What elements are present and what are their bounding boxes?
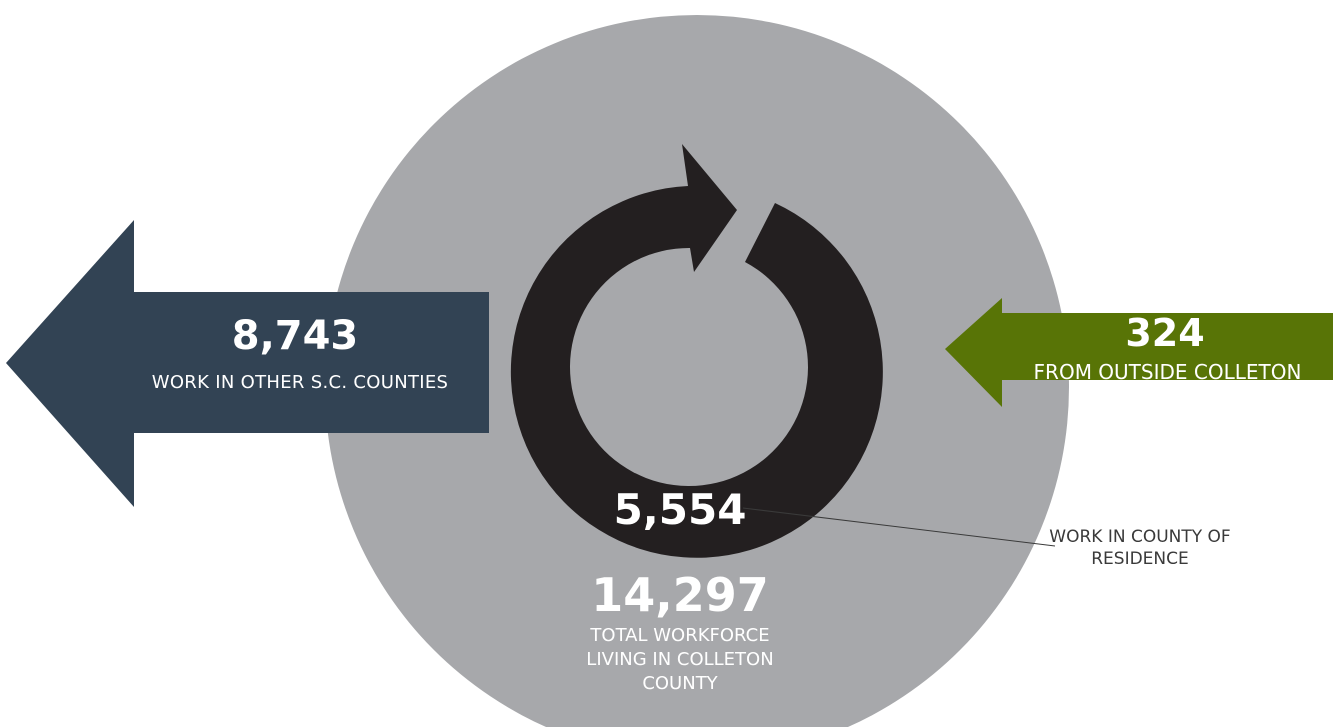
total-label: TOTAL WORKFORCE LIVING IN COLLETON COUNT… bbox=[586, 625, 774, 694]
total-value: 14,297 bbox=[591, 568, 769, 622]
callout-line bbox=[742, 507, 1056, 547]
outbound-label: WORK IN OTHER S.C. COUNTIES bbox=[151, 372, 449, 393]
workforce-circle bbox=[325, 15, 1069, 727]
inbound-label: FROM OUTSIDE COLLETON bbox=[1033, 360, 1302, 384]
in-county-callout: WORK IN COUNTY OF RESIDENCE bbox=[1049, 527, 1231, 569]
circular-arrow-icon bbox=[510, 144, 883, 558]
inbound-arrow bbox=[945, 298, 1333, 407]
inbound-value: 324 bbox=[1125, 311, 1205, 355]
in-county-value: 5,554 bbox=[613, 485, 747, 534]
outbound-arrow bbox=[6, 220, 489, 507]
outbound-value: 8,743 bbox=[231, 313, 359, 359]
